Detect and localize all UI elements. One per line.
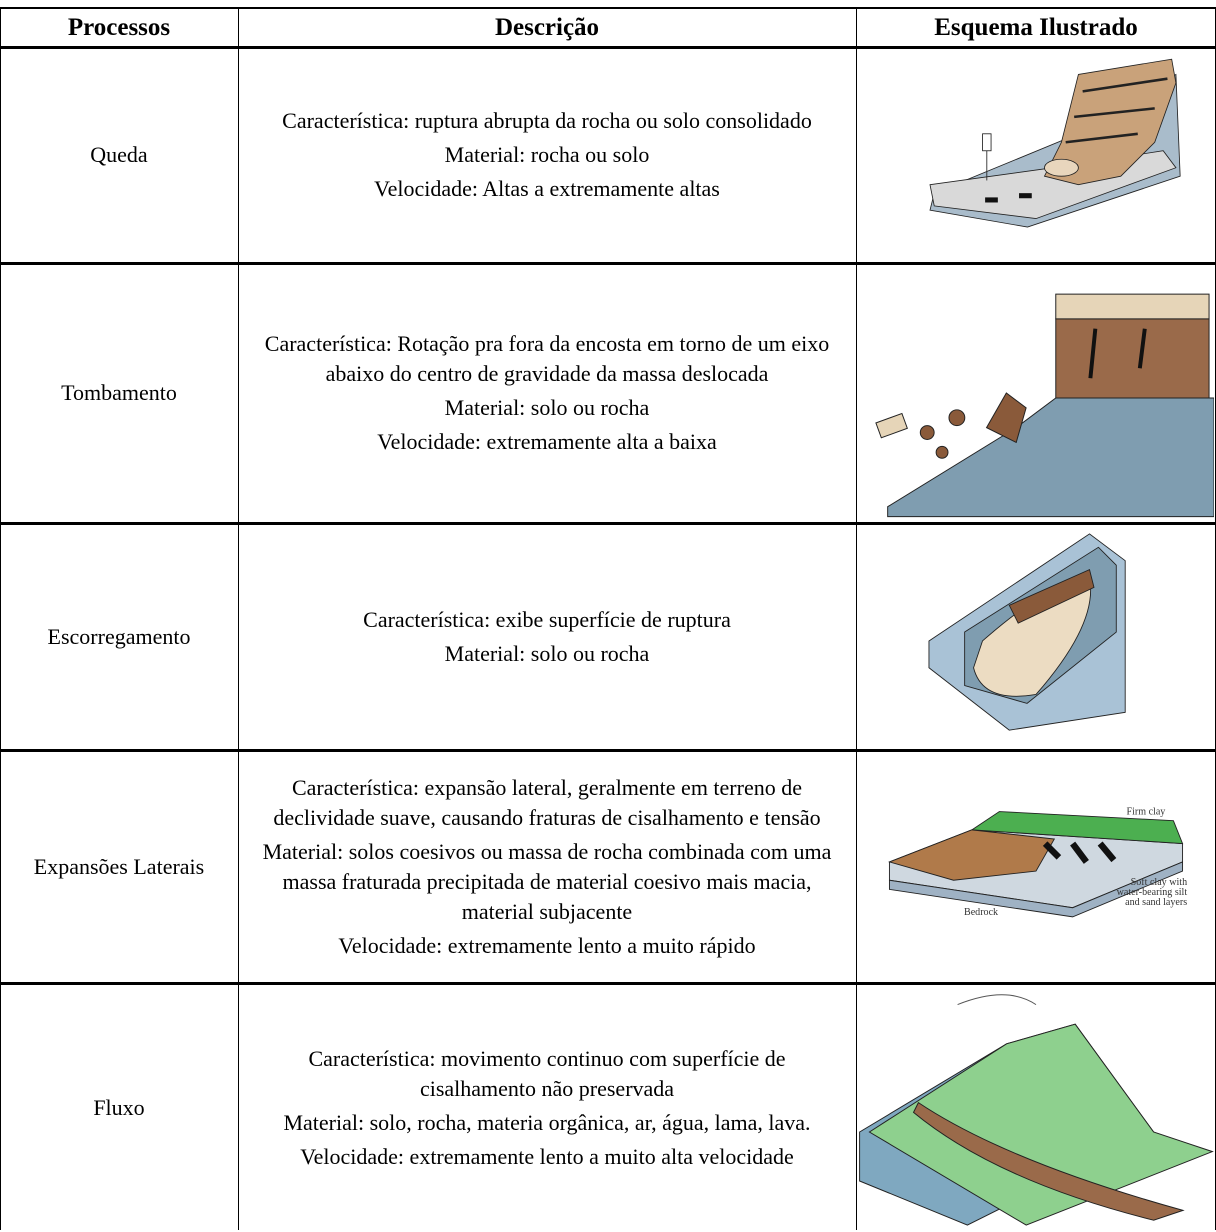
illustration-drawing [875, 293, 1214, 518]
top-border [0, 7, 1216, 9]
description-line: Material: solo, rocha, materia orgânica,… [283, 1109, 811, 1135]
illustration [858, 265, 1214, 521]
illustration-label: water-bearing silt [1117, 887, 1188, 898]
description-line: Característica: Rotação pra fora da enco… [264, 331, 830, 386]
row-border [0, 522, 1216, 525]
description: Característica: Rotação pra fora da enco… [244, 263, 850, 523]
description-line: Característica: exibe superfície de rupt… [363, 606, 731, 632]
illustration-drawing [928, 533, 1126, 731]
process: Queda [90, 142, 148, 167]
row-border [0, 982, 1216, 985]
description-line: Material: rocha ou solo [444, 142, 650, 167]
process: Fluxo [93, 1094, 145, 1120]
description-line: Material: solo ou rocha [444, 640, 650, 666]
description-line: Velocidade: extremamente lento a muito a… [300, 1143, 794, 1169]
description-line: Característica: movimento continuo com s… [308, 1045, 786, 1101]
process: Escorregamento [47, 623, 191, 649]
illustration-label: Bedrock [964, 907, 999, 918]
illustration-label: and sand layers [1125, 897, 1187, 908]
row-border [0, 749, 1216, 752]
description: Característica: ruptura abrupta da rocha… [244, 47, 850, 263]
description-line: Característica: ruptura abrupta da rocha… [282, 108, 812, 133]
description-line: Velocidade: Altas a extremamente altas [374, 176, 720, 201]
process: Tombamento [61, 380, 177, 405]
process: Expansões Laterais [33, 853, 205, 879]
illustration-drawing [859, 994, 1214, 1226]
description: Característica: exibe superfície de rupt… [244, 523, 850, 750]
illustration [858, 985, 1214, 1230]
description-line: Material: solo ou rocha [444, 395, 650, 420]
description-line: Velocidade: extremamente lento a muito r… [338, 932, 756, 958]
header-description: Descrição [494, 13, 600, 41]
illustration-drawing [929, 58, 1181, 228]
column-border [0, 8, 1, 1230]
illustration-label: Firm clay [1126, 806, 1165, 817]
description-line: Material: solos coesivos ou massa de roc… [262, 838, 832, 924]
column-border [238, 8, 239, 1230]
description-line: Velocidade: extremamente alta a baixa [377, 429, 717, 454]
illustration [858, 525, 1214, 748]
row-border [0, 46, 1216, 49]
row-border [0, 262, 1216, 265]
illustration [858, 49, 1214, 261]
header-illustration: Esquema Ilustrado [934, 13, 1138, 41]
illustration-label: Soft clay with [1131, 877, 1187, 888]
column-border [856, 8, 857, 1230]
description: Característica: movimento continuo com s… [244, 983, 850, 1232]
illustration: Firm clay Soft clay with water-bearing sil… [858, 752, 1214, 981]
header-process: Processos [67, 13, 171, 41]
description-line: Característica: expansão lateral, geralm… [273, 774, 821, 830]
description: Característica: expansão lateral, geralm… [244, 750, 850, 983]
